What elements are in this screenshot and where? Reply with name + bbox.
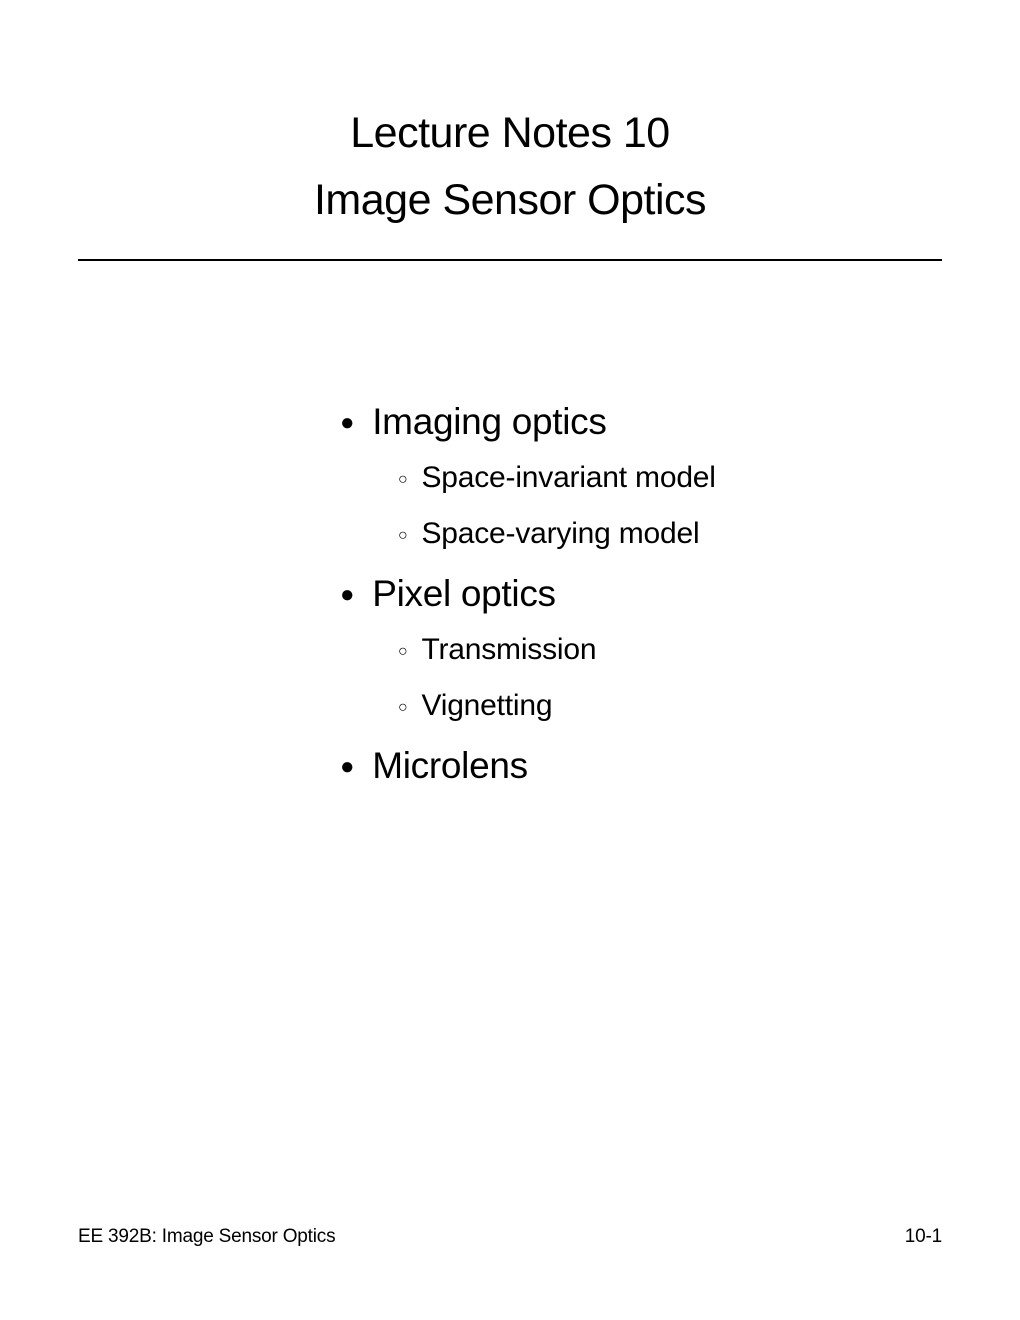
outline-content: ● Imaging optics ○ Space-invariant model… xyxy=(78,401,942,787)
title-line-2: Image Sensor Optics xyxy=(78,167,942,234)
outline-subitem-label: Transmission xyxy=(421,633,596,667)
outline-subitem: ○ Space-varying model xyxy=(398,517,942,551)
outline-subitem: ○ Space-invariant model xyxy=(398,461,942,495)
outline-item-label: Imaging optics xyxy=(372,401,606,443)
bullet-circle-icon: ○ xyxy=(398,527,407,545)
title-line-1: Lecture Notes 10 xyxy=(78,100,942,167)
outline-item: ● Microlens xyxy=(340,745,942,787)
bullet-circle-icon: ○ xyxy=(398,699,407,717)
outline-item: ● Imaging optics xyxy=(340,401,942,443)
page-footer: EE 392B: Image Sensor Optics 10-1 xyxy=(78,1226,942,1248)
outline-subitem-label: Space-varying model xyxy=(421,517,699,551)
title-block: Lecture Notes 10 Image Sensor Optics xyxy=(78,100,942,261)
footer-course-title: EE 392B: Image Sensor Optics xyxy=(78,1226,335,1248)
lecture-slide-page: Lecture Notes 10 Image Sensor Optics ● I… xyxy=(0,0,1020,787)
outline-subitem: ○ Transmission xyxy=(398,633,942,667)
title-divider xyxy=(78,259,942,261)
outline-subitem-label: Space-invariant model xyxy=(421,461,715,495)
outline-item-label: Pixel optics xyxy=(372,573,556,615)
outline-item-label: Microlens xyxy=(372,745,528,787)
bullet-circle-icon: ○ xyxy=(398,643,407,661)
outline-subitem-label: Vignetting xyxy=(421,689,552,723)
footer-page-number: 10-1 xyxy=(905,1226,942,1248)
bullet-circle-icon: ○ xyxy=(398,471,407,489)
bullet-dot-icon: ● xyxy=(340,753,354,781)
bullet-dot-icon: ● xyxy=(340,409,354,437)
bullet-dot-icon: ● xyxy=(340,581,354,609)
outline-subitem: ○ Vignetting xyxy=(398,689,942,723)
outline-item: ● Pixel optics xyxy=(340,573,942,615)
